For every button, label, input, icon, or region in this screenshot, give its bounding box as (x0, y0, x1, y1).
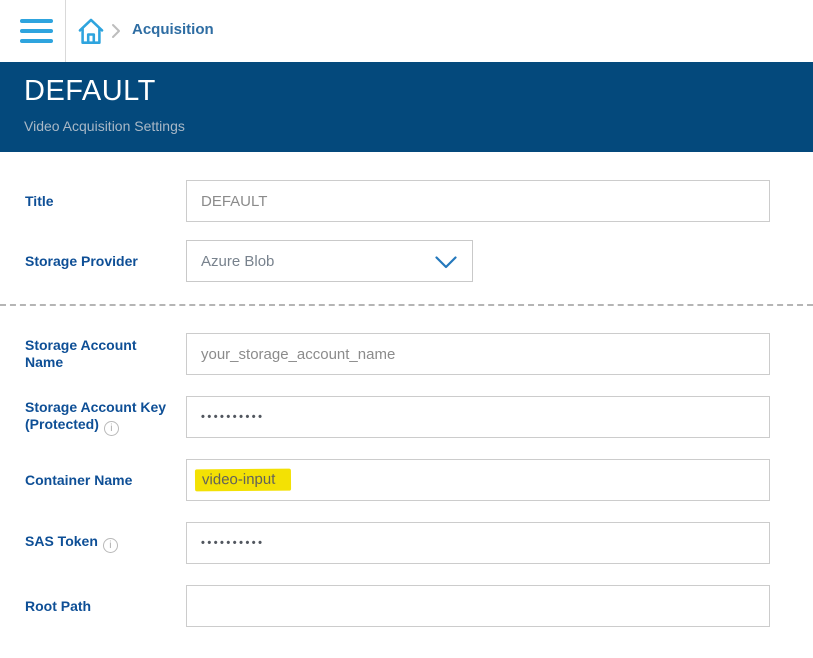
chevron-right-icon (111, 23, 121, 44)
storage-account-key-input[interactable] (186, 396, 770, 438)
hamburger-icon[interactable] (20, 19, 53, 43)
storage-provider-value: Azure Blob (201, 252, 275, 270)
form-row-storage-account-key: Storage Account Key (Protected) i (25, 396, 813, 438)
form-row-storage-account-name: Storage Account Name (25, 333, 813, 375)
chevron-down-icon (435, 256, 457, 273)
storage-account-name-label: Storage Account Name (25, 337, 137, 370)
form-row-storage-provider: Storage Provider Azure Blob (25, 240, 813, 282)
topbar-divider (65, 0, 66, 62)
title-label: Title (25, 192, 54, 209)
root-path-label: Root Path (25, 597, 92, 614)
storage-account-name-input[interactable] (186, 333, 770, 375)
container-name-label: Container Name (25, 471, 133, 488)
breadcrumb-acquisition[interactable]: Acquisition (132, 21, 214, 38)
form-row-root-path: Root Path (25, 585, 813, 627)
page-header: DEFAULT Video Acquisition Settings (0, 62, 813, 152)
storage-account-key-label: Storage Account Key (Protected) i (25, 398, 167, 436)
form-row-container-name: Container Name video-input (25, 459, 813, 501)
root-path-input[interactable] (186, 585, 770, 627)
title-input[interactable] (186, 180, 770, 222)
home-icon[interactable] (77, 15, 105, 47)
storage-provider-select[interactable]: Azure Blob (186, 240, 473, 282)
storage-provider-label: Storage Provider (25, 252, 138, 269)
page-subtitle: Video Acquisition Settings (24, 118, 185, 134)
container-name-input[interactable]: video-input (186, 459, 770, 501)
section-divider (0, 304, 813, 306)
info-icon[interactable]: i (103, 420, 119, 436)
highlighted-value: video-input (194, 468, 292, 492)
form-row-sas-token: SAS Token i (25, 522, 813, 564)
top-bar: Acquisition (0, 0, 813, 62)
info-icon[interactable]: i (102, 538, 118, 553)
sas-token-input[interactable] (186, 522, 770, 564)
page-title: DEFAULT (24, 75, 156, 107)
acquisition-settings-form: Title Storage Provider Azure Blob Storag… (0, 152, 813, 627)
sas-token-label: SAS Token i (25, 533, 186, 553)
form-row-title: Title (25, 180, 813, 222)
